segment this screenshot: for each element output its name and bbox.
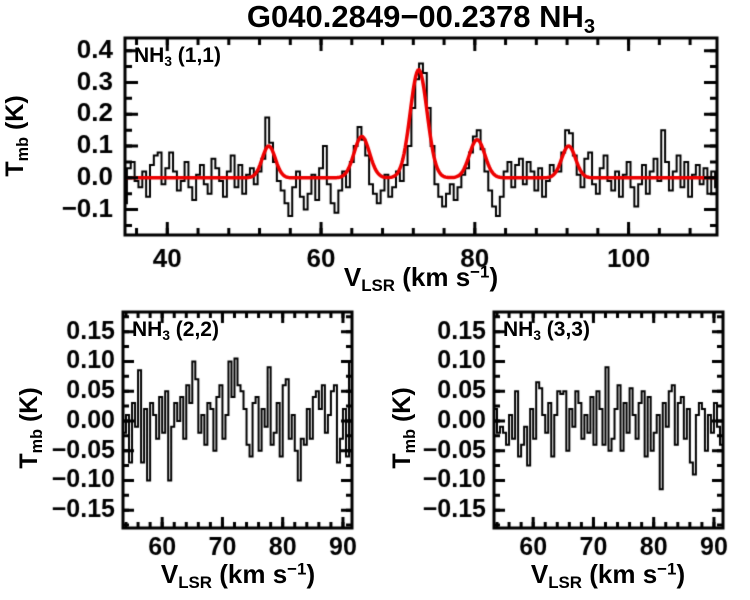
x-axis-label-top: VLSR (km s−1) <box>344 264 498 295</box>
panel-label-nh3-22-text: NH <box>132 318 163 341</box>
figure-title-subscript: 3 <box>583 16 596 39</box>
x-axis-label-br-unit: (km s <box>582 559 658 589</box>
x-axis-label-bl-close: ) <box>306 559 316 589</box>
x-axis-label-br-close: ) <box>676 559 686 589</box>
panel-label-nh3-33-text: NH <box>503 318 534 341</box>
y-axis-label-top: Tmb (K) <box>0 95 32 177</box>
y-axis-label-bl-unit: (K) <box>14 387 43 429</box>
y-axis-label-bottom-right: Tmb (K) <box>387 387 419 469</box>
panel-label-nh3-33: NH3 (3,3) <box>503 319 590 343</box>
y-axis-label-bottom-left: Tmb (K) <box>14 387 46 469</box>
y-axis-label-bl-sub: mb <box>27 429 46 454</box>
y-axis-label-top-unit: (K) <box>0 95 29 137</box>
x-axis-label-bl-sup: −1 <box>287 559 307 579</box>
x-axis-label-top-v: V <box>343 262 362 292</box>
x-axis-label-top-unit: (km s <box>395 262 471 292</box>
x-axis-label-br-v: V <box>530 559 549 589</box>
x-axis-label-top-sup: −1 <box>470 262 490 282</box>
x-axis-label-bottom-left: VLSR (km s−1) <box>161 561 315 592</box>
panel-label-nh3-33-rest: (3,3) <box>540 318 590 341</box>
x-axis-label-top-sub: LSR <box>361 276 396 296</box>
panel-label-nh3-22-rest: (2,2) <box>169 318 219 341</box>
y-axis-label-top-t: T <box>0 161 29 177</box>
panel-label-nh3-22-sub: 3 <box>162 328 170 344</box>
x-axis-label-br-sub: LSR <box>548 573 583 593</box>
y-axis-label-br-t: T <box>387 453 416 469</box>
x-axis-label-bl-sub: LSR <box>178 573 213 593</box>
y-axis-label-top-sub: mb <box>13 137 32 162</box>
panel-label-nh3-11-text: NH <box>134 44 165 67</box>
panel-label-nh3-11-rest: (1,1) <box>171 44 221 67</box>
y-axis-label-br-sub: mb <box>400 429 419 454</box>
figure-title: G040.2849−00.2378 NH3 <box>247 1 595 37</box>
y-axis-label-bl-t: T <box>14 453 43 469</box>
panel-label-nh3-11-sub: 3 <box>164 54 172 70</box>
panel-label-nh3-11: NH3 (1,1) <box>134 45 221 69</box>
y-axis-label-br-unit: (K) <box>387 387 416 429</box>
x-axis-label-bottom-right: VLSR (km s−1) <box>531 561 685 592</box>
figure-title-text: G040.2849−00.2378 NH <box>246 0 584 34</box>
x-axis-label-top-close: ) <box>489 262 499 292</box>
x-axis-label-br-sup: −1 <box>657 559 677 579</box>
x-axis-label-bl-v: V <box>160 559 179 589</box>
panel-label-nh3-22: NH3 (2,2) <box>132 319 219 343</box>
panel-label-nh3-33-sub: 3 <box>533 328 541 344</box>
x-axis-label-bl-unit: (km s <box>212 559 288 589</box>
